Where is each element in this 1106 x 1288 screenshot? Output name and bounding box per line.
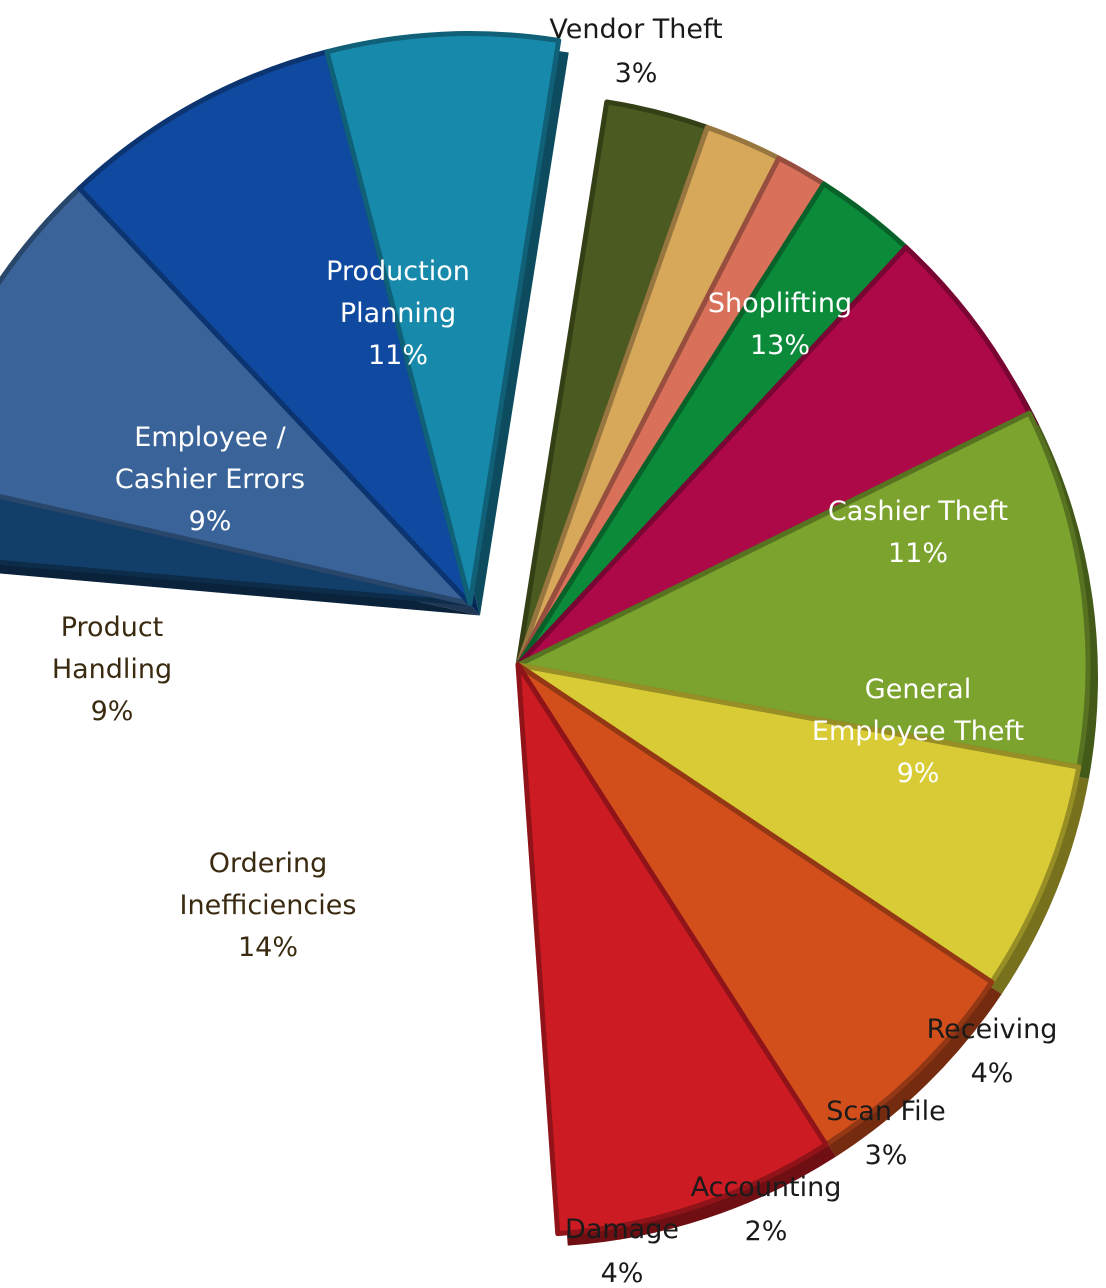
slice-label-rotation: Rotation 8% (392, 1008, 505, 1081)
slice-label-vendor-theft: Vendor Theft 3% (549, 14, 722, 89)
slice-label-cashier-theft: Cashier Theft 11% (828, 496, 1008, 569)
slice-label-product-handling: Product Handling 9% (52, 612, 172, 727)
slice-label-scan-file: Scan File 3% (826, 1096, 945, 1171)
slice-product-handling (515, 662, 1082, 985)
slice-shoplifting (0, 185, 473, 607)
slice-cashier-theft (76, 49, 473, 607)
slice-label-damage: Damage 4% (565, 1214, 679, 1288)
pie-slices (0, 31, 1091, 1237)
slice-label-general-employee-theft: General Employee Theft 9% (812, 674, 1024, 789)
pie-labels: Vendor Theft 3% Shoplifting 13% Cashier Thef… (52, 14, 1058, 1288)
slice-employee-cashier-errors (515, 662, 995, 1148)
slice-label-receiving: Receiving 4% (927, 1014, 1058, 1089)
slice-general-employee-theft (324, 31, 562, 607)
slice-label-production-planning: Production Planning 11% (326, 256, 470, 371)
slice-label-shoplifting: Shoplifting 13% (708, 288, 852, 361)
slice-label-ordering-inefficiencies: Ordering Inefficiencies 14% (180, 848, 357, 963)
slice-label-accounting: Accounting 2% (691, 1172, 842, 1247)
slice-label-employee-cashier-errors: Employee / Cashier Errors 9% (115, 422, 305, 537)
slice-production-planning (515, 662, 829, 1237)
slice-rotation (515, 244, 1032, 668)
slice-ordering-inefficiencies (515, 410, 1091, 770)
